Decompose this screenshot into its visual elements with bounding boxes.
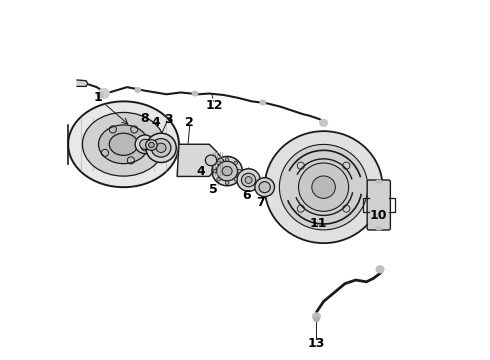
Text: 1: 1 xyxy=(94,91,102,104)
Ellipse shape xyxy=(148,142,154,148)
Ellipse shape xyxy=(279,144,368,230)
Ellipse shape xyxy=(225,181,229,185)
Ellipse shape xyxy=(313,313,320,320)
Ellipse shape xyxy=(192,91,198,96)
Text: 4: 4 xyxy=(196,165,205,177)
Ellipse shape xyxy=(98,89,109,99)
Text: 4: 4 xyxy=(151,116,160,129)
Text: 10: 10 xyxy=(369,208,387,221)
Ellipse shape xyxy=(212,157,243,186)
Ellipse shape xyxy=(245,177,252,183)
Ellipse shape xyxy=(376,226,382,230)
Text: 3: 3 xyxy=(164,113,172,126)
Ellipse shape xyxy=(217,177,221,181)
Ellipse shape xyxy=(68,102,179,187)
Text: 6: 6 xyxy=(243,189,251,202)
Ellipse shape xyxy=(238,169,241,173)
Ellipse shape xyxy=(222,166,232,176)
Ellipse shape xyxy=(225,158,229,161)
Ellipse shape xyxy=(314,317,319,322)
Ellipse shape xyxy=(146,140,157,150)
Ellipse shape xyxy=(260,100,266,105)
Ellipse shape xyxy=(265,131,383,243)
Ellipse shape xyxy=(217,161,238,181)
Ellipse shape xyxy=(319,119,327,126)
FancyBboxPatch shape xyxy=(367,180,391,230)
Text: 13: 13 xyxy=(308,337,325,350)
Ellipse shape xyxy=(255,178,274,197)
Text: 11: 11 xyxy=(310,217,327,230)
Ellipse shape xyxy=(151,139,171,157)
Ellipse shape xyxy=(298,163,349,211)
Ellipse shape xyxy=(234,161,238,165)
Ellipse shape xyxy=(135,87,141,93)
Text: 5: 5 xyxy=(209,183,218,196)
Ellipse shape xyxy=(312,176,335,198)
Polygon shape xyxy=(177,144,223,176)
Ellipse shape xyxy=(98,125,148,164)
Text: 2: 2 xyxy=(185,116,194,129)
Ellipse shape xyxy=(376,180,382,184)
Ellipse shape xyxy=(237,169,260,191)
Ellipse shape xyxy=(140,139,150,149)
Ellipse shape xyxy=(234,177,238,181)
Ellipse shape xyxy=(242,173,256,187)
Ellipse shape xyxy=(376,266,384,273)
Ellipse shape xyxy=(213,169,217,173)
Ellipse shape xyxy=(109,133,138,156)
Text: 7: 7 xyxy=(256,195,265,209)
Ellipse shape xyxy=(146,133,176,162)
Ellipse shape xyxy=(259,181,270,193)
Text: 12: 12 xyxy=(206,99,223,112)
Ellipse shape xyxy=(82,112,165,176)
Ellipse shape xyxy=(97,92,103,98)
Ellipse shape xyxy=(217,161,221,165)
Polygon shape xyxy=(77,80,88,86)
Ellipse shape xyxy=(156,143,166,153)
Ellipse shape xyxy=(205,155,217,166)
Ellipse shape xyxy=(135,135,155,154)
Text: 8: 8 xyxy=(140,112,148,125)
